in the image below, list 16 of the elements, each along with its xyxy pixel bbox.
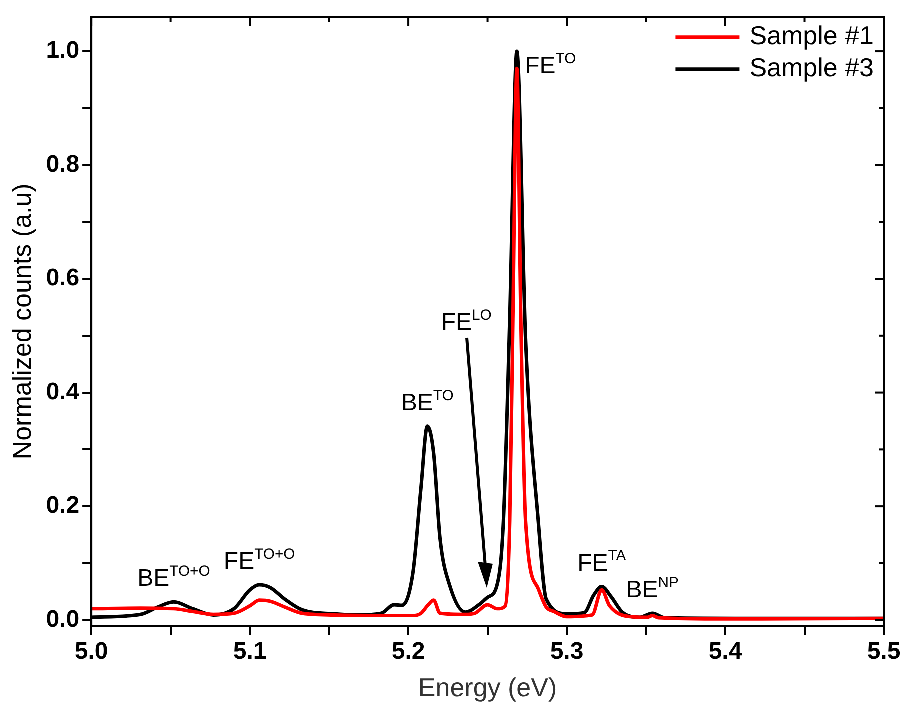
- x-tick-label: 5.5: [867, 638, 901, 666]
- x-tick-label: 5.2: [392, 638, 426, 666]
- x-tick-label: 5.0: [74, 638, 108, 666]
- y-tick-label: 0.4: [46, 378, 80, 406]
- x-axis-title: Energy (eV): [418, 672, 558, 703]
- y-tick-label: 0.8: [46, 150, 80, 178]
- y-tick-label: 0.2: [46, 492, 80, 520]
- x-tick-label: 5.1: [233, 638, 267, 666]
- y-tick-label: 1.0: [46, 37, 80, 64]
- y-tick-label: 0.0: [46, 606, 80, 633]
- legend-label: Sample #1: [750, 20, 874, 51]
- y-tick-label: 0.6: [46, 264, 80, 292]
- x-tick-label: 5.3: [550, 638, 584, 666]
- y-axis-title: Normalized counts (a.u): [6, 184, 37, 460]
- x-tick-label: 5.4: [708, 638, 743, 666]
- legend-label: Sample #3: [750, 52, 874, 83]
